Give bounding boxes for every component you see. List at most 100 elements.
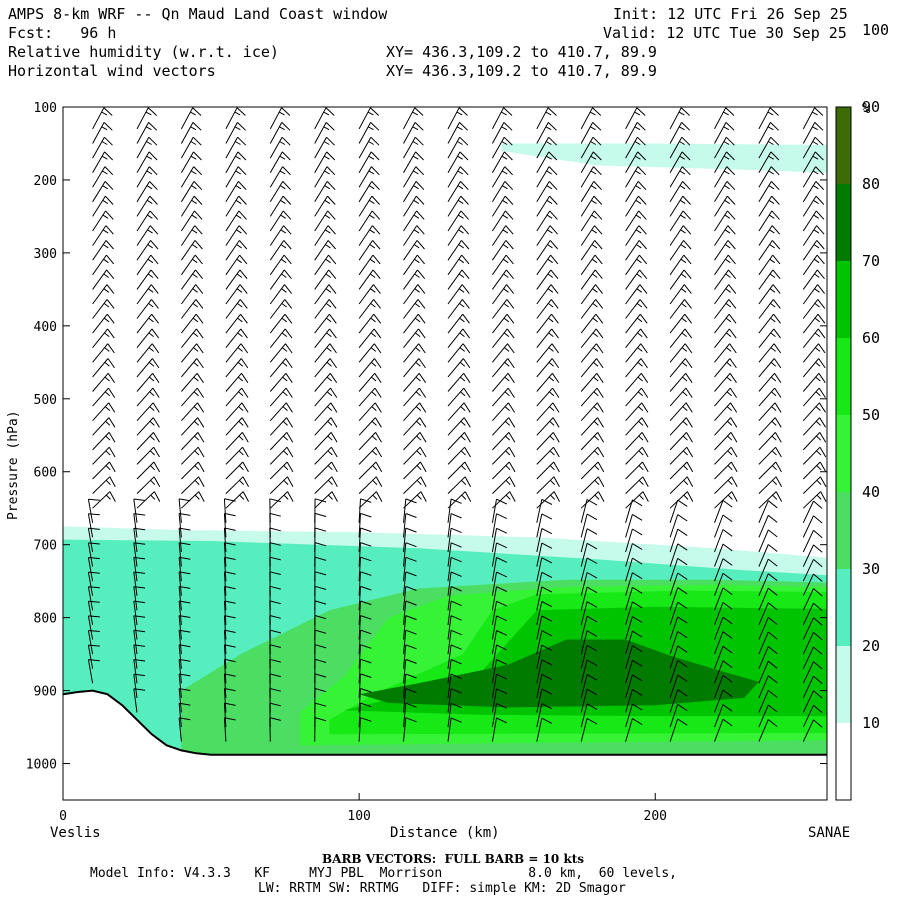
wind-barb [580,432,605,451]
wind-barb [536,387,560,407]
wind-barb [87,527,100,553]
wind-barb [758,269,781,290]
wind-barb [314,269,337,290]
wind-barb [536,688,553,713]
wind-barb [178,542,191,567]
wind-barb [447,615,462,640]
wind-barb [447,600,462,625]
wind-barb [358,269,381,290]
wind-barb [669,587,688,611]
wind-barb [92,461,116,480]
wind-barb [403,136,424,159]
wind-barb [536,313,559,334]
wind-barb [625,543,643,567]
wind-barb [802,343,826,363]
barb-column [403,107,427,742]
wind-barb [580,254,603,276]
wind-barb [758,372,782,392]
wind-barb [447,446,471,465]
wind-barb [178,513,191,538]
wind-barb [180,254,203,276]
wind-barb [492,417,516,436]
wind-barb [269,151,291,173]
wind-barb [403,151,424,173]
wind-barb [403,181,425,203]
wind-barb [358,585,372,611]
wind-barb [580,499,598,523]
wind-barb [178,498,191,523]
wind-barb [447,254,470,276]
wind-barb [625,513,643,538]
wind-barbs [87,107,827,742]
wind-barb [225,461,249,480]
wind-barb [580,402,604,422]
wind-barb [225,491,250,509]
wind-barb [714,645,733,669]
wind-barb [758,107,779,130]
wind-barb [178,658,191,684]
wind-barb [225,269,248,290]
wind-barb [491,166,513,188]
wind-barb [669,718,688,742]
colorbar-label: 80 [862,175,880,193]
wind-barb [758,136,780,159]
wind-barb [358,284,381,305]
wind-barb [403,254,425,276]
wind-barb [714,122,735,144]
wind-barb [714,210,736,232]
wind-barb [625,446,649,465]
wind-barb [314,240,336,261]
wind-barb [714,499,733,523]
wind-barb [669,645,688,669]
wind-barb [447,659,462,684]
wind-barb [491,527,508,553]
wind-barb [758,631,778,655]
wind-barb [714,461,738,480]
wind-barb [358,151,380,173]
wind-barb [802,690,823,713]
wind-barb [358,673,372,698]
wind-barb [314,491,338,509]
wind-barb [358,166,380,188]
wind-barb [133,556,146,582]
barb-column [358,107,383,742]
wind-barb [92,122,113,144]
rh-fill-90-100 [359,639,759,708]
wind-barb [358,600,372,625]
wind-barb [758,299,781,319]
barb-column [314,107,338,742]
wind-barb [714,704,733,728]
end-location-label: SANAE [808,825,851,841]
wind-barb [136,136,158,159]
wind-barb [758,544,778,567]
colorbar-bin [836,569,851,646]
wind-barb [181,476,205,494]
wind-barb [358,702,372,728]
wind-barb [491,240,514,261]
wind-barb [802,646,823,669]
wind-barb [269,166,291,188]
wind-barb [580,269,603,290]
wind-barb [223,673,236,698]
wind-barb [358,122,380,144]
wind-barb [491,571,508,596]
wind-barb [133,688,146,713]
wind-barb [625,107,646,130]
wind-barb [92,402,116,422]
wind-barb [314,254,337,276]
wind-barb [580,491,605,509]
wind-barb [802,240,825,261]
wind-barb [580,284,603,305]
wind-barb [714,446,738,465]
wind-barb [223,658,236,684]
wind-barb [536,166,558,188]
wind-barb [136,372,160,392]
colorbar-label: 10 [862,714,880,732]
wind-barb [492,358,515,378]
wind-barb [625,476,649,494]
wind-barb [136,299,159,319]
wind-barb [136,181,158,203]
wind-barb [447,299,470,319]
wind-barb [536,446,560,465]
wind-barb [580,703,598,728]
